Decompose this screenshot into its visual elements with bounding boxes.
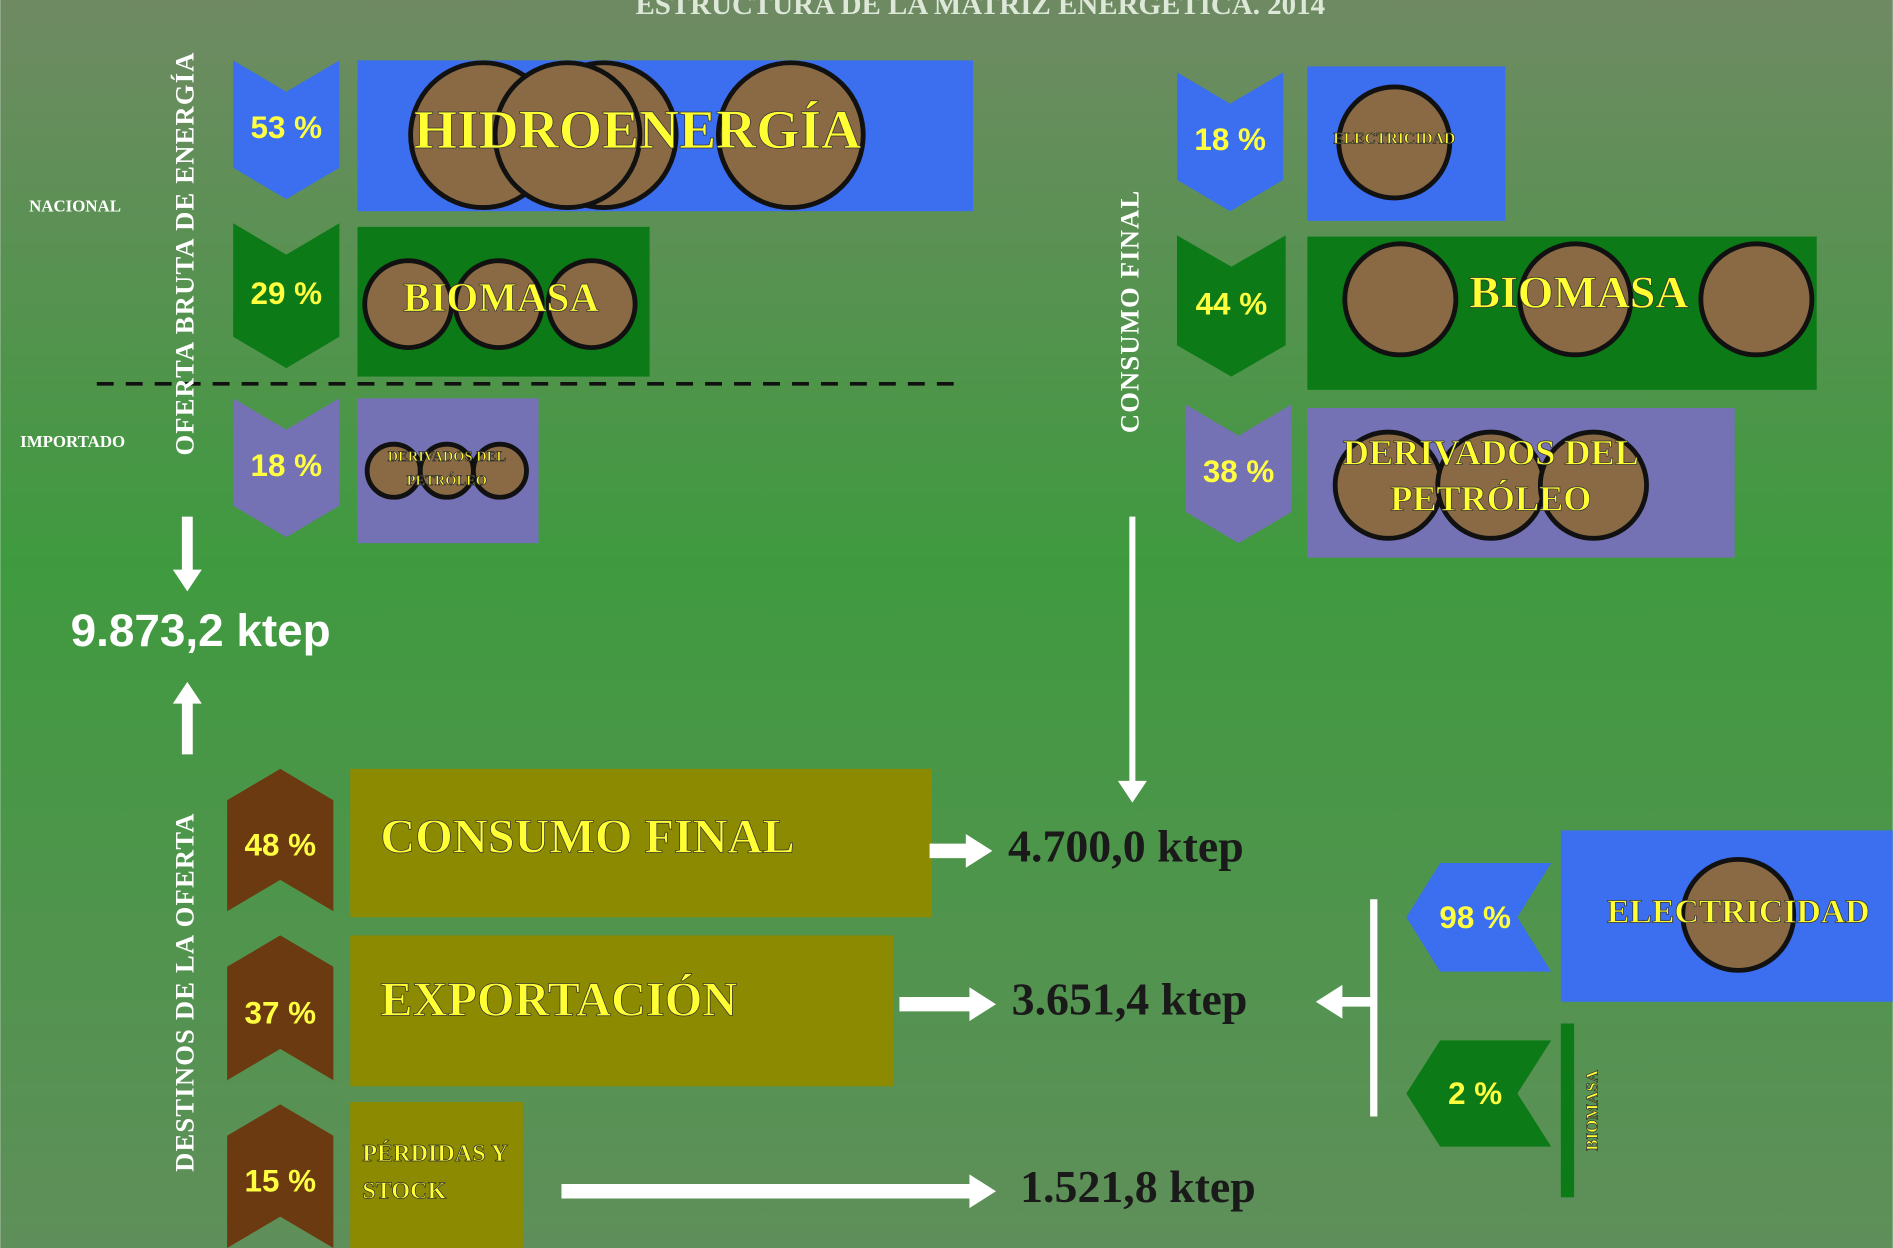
label: BIOMASA	[1582, 1069, 1601, 1150]
label: BIOMASA	[403, 274, 599, 320]
percent: 37 %	[244, 995, 316, 1030]
percent: 44 %	[1196, 286, 1268, 321]
label: STOCK	[362, 1178, 446, 1205]
label: ELECTRICIDAD	[1607, 894, 1870, 931]
diagram: ESTRUCTURA DE LA MATRIZ ENERGÉTICA. 2014…	[0, 0, 1893, 1248]
amount: 3.651,4 ktep	[1012, 974, 1248, 1025]
percent: 53 %	[251, 110, 323, 145]
label: ELECTRICIDAD	[1333, 131, 1455, 148]
panel	[1561, 1024, 1574, 1198]
percent: 48 %	[244, 828, 316, 863]
page: {"title": "ESTRUCTURA DE LA MATRIZ ENERG…	[0, 0, 1893, 1248]
title: ESTRUCTURA DE LA MATRIZ ENERGÉTICA. 2014	[635, 0, 1325, 21]
label: PETRÓLEO	[1390, 478, 1591, 518]
amount: 4.700,0 ktep	[1008, 820, 1244, 871]
percent: 18 %	[1194, 122, 1266, 157]
percent: 29 %	[251, 276, 323, 311]
photo	[1345, 244, 1456, 355]
label: PETRÓLEO	[407, 472, 487, 489]
supply-total: 9.873,2 ktep	[71, 604, 331, 656]
label: DERIVADOS DEL	[1343, 433, 1639, 473]
percent: 98 %	[1439, 900, 1511, 935]
destinations-heading: DESTINOS DE LA OFERTA	[169, 812, 199, 1172]
supply-heading: OFERTA BRUTA DE ENERGÍA	[169, 51, 199, 455]
percent: 15 %	[244, 1164, 316, 1199]
percent: 2 %	[1448, 1076, 1502, 1111]
percent: 18 %	[251, 448, 323, 483]
photo	[1701, 244, 1812, 355]
label: PÉRDIDAS Y	[362, 1139, 508, 1167]
national-label: NACIONAL	[29, 196, 121, 215]
label: HIDROENERGÍA	[414, 100, 861, 161]
label: EXPORTACIÓN	[380, 972, 737, 1026]
percent: 38 %	[1203, 454, 1275, 489]
consumption-heading: CONSUMO FINAL	[1114, 190, 1144, 434]
label: BIOMASA	[1469, 266, 1688, 317]
imported-label: IMPORTADO	[20, 432, 125, 451]
panel	[350, 1102, 523, 1248]
label: CONSUMO FINAL	[380, 810, 794, 863]
label: DERIVADOS DEL	[388, 449, 507, 465]
amount: 1.521,8 ktep	[1020, 1161, 1256, 1212]
